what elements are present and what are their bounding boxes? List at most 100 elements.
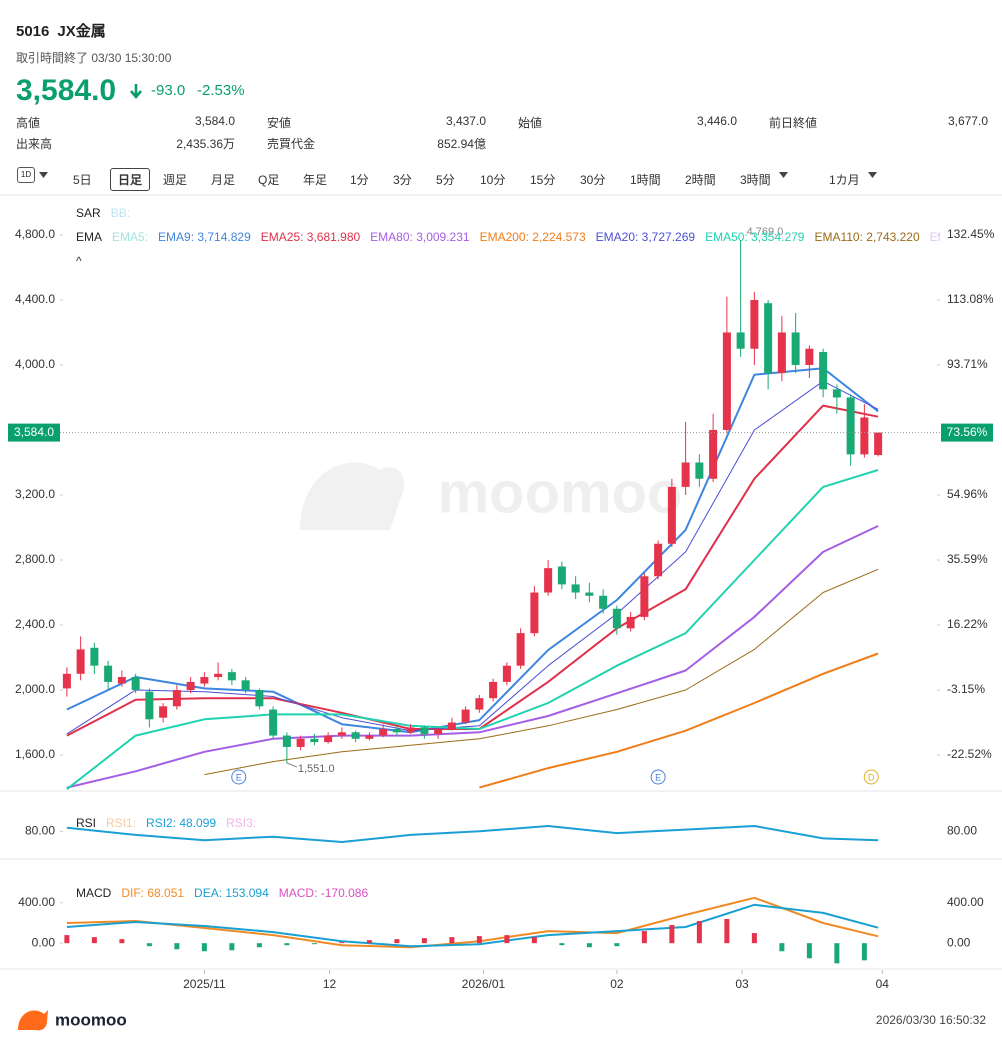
candle-body [200,677,209,684]
y2-tick-label: 93.71% [947,357,988,371]
candle-body [695,462,704,479]
period-button[interactable]: 15分 [530,173,556,187]
interval-icon[interactable]: 1D [17,167,35,183]
macd-bar [421,938,427,944]
y2-tick-label: 54.96% [947,487,988,501]
legend-item: MACD: -170.086 [279,886,369,900]
candle-body [709,429,718,479]
y2-tick-label: 400.00 [947,895,984,909]
candle-body [131,677,140,691]
candle-body [62,673,71,689]
y2-tick-label: -3.15% [947,682,985,696]
period-button[interactable]: 5分 [436,173,455,187]
candle-body [296,738,305,747]
period-button[interactable]: 1時間 [630,173,661,187]
collapse-toggle[interactable]: ^ [76,254,82,268]
y2-tick-label: 35.59% [947,552,988,566]
legend-item: DEA: 153.094 [194,886,269,900]
candle-body [420,727,429,734]
macd-bar [174,943,180,950]
legend-item: EMA25: 3,681.980 [261,230,361,244]
candle-body [447,722,456,730]
macd-bar [394,939,400,944]
stat-value: 3,437.0 [445,114,486,128]
candle-body [819,351,828,390]
legend-item: RSI2: 48.099 [146,816,216,830]
period-button[interactable]: 10分 [480,173,506,187]
candle-body [186,681,195,691]
macd-bar [779,943,785,952]
legend-label: SAR [76,206,101,220]
candle-body [461,709,470,723]
candle-body [626,616,635,629]
y2-tick-label: -22.52% [947,747,992,761]
price-change: -93.0 [151,82,186,99]
macd-bar [229,943,235,951]
y2-tick-label: 132.45% [947,227,995,241]
period-button[interactable]: 5日 [73,173,92,187]
stat-value: 3,584.0 [194,114,235,128]
dropdown-icon[interactable] [39,172,49,179]
down-arrow-icon [130,84,142,100]
legend-label: RSI [76,816,96,830]
price-change-percent: -2.53% [197,82,245,99]
y-tick-label: 80.00 [25,824,55,838]
y-tick-label: 4,400.0 [15,292,55,306]
candle-body [502,665,511,682]
candle-body [736,332,745,349]
candle-body [392,729,401,733]
legend-item: EMA5: [112,230,148,244]
legend-item: EMA200: 2,224.573 [480,230,586,244]
candle-body [846,397,855,455]
candle-body [104,665,113,682]
period-button[interactable]: 1カ月 [829,173,860,187]
stat-label: 始値 [518,116,543,130]
dropdown-icon[interactable] [868,172,878,179]
indicator-line [66,825,879,843]
candle-body [612,608,621,629]
period-button[interactable]: 日足 [110,168,151,191]
period-button[interactable]: Q足 [258,173,280,187]
period-button[interactable]: 2時間 [685,173,716,187]
period-button[interactable]: 年足 [303,173,328,187]
indicator-line [479,652,879,789]
legend-item: EMA20: 3,727.269 [596,230,696,244]
y2-tick-label: 0.00 [947,935,971,949]
last-price-label: 3,584.0 [14,425,54,439]
event-marker [863,769,879,785]
period-button[interactable]: 3分 [393,173,412,187]
stat-label: 高値 [16,116,41,130]
macd-bar [366,940,372,944]
stock-name: JX金属 [57,23,106,40]
event-label: E [236,772,242,782]
market-status: 取引時間終了 03/30 15:30:00 [16,51,172,65]
plot-area: 4,800.0 4,400.0 4,000.0 3,200.0 2,800.0 2,400… [0,226,1002,974]
period-button[interactable]: 1分 [350,173,369,187]
footer-logo [18,1010,48,1031]
legend-item: RSI1: [106,816,136,830]
high-annotation: 4,769.0 [747,226,784,238]
period-button[interactable]: 週足 [163,173,188,187]
event-marker [231,769,247,785]
candle-body [90,647,99,666]
stat-value: 3,677.0 [947,114,988,128]
legend-item: EMA50: 3,354.279 [705,230,805,244]
candle-body [255,690,264,707]
stat-label: 売買代金 [267,137,316,151]
period-button[interactable]: 30分 [580,173,606,187]
macd-bar [641,931,647,944]
candle-body [227,672,236,681]
candle-body [640,576,649,617]
y-tick-label: 4,800.0 [15,227,55,241]
legend-label: EMA [76,230,102,244]
period-button[interactable]: 月足 [211,173,236,187]
y-tick-label: 0.00 [32,935,56,949]
dropdown-icon[interactable] [779,172,789,179]
period-button[interactable]: 3時間 [740,173,771,187]
macd-bar [91,937,97,944]
legend-item: DIF: 68.051 [121,886,184,900]
y-tick-label: 3,200.0 [15,487,55,501]
footer-timestamp: 2026/03/30 16:50:32 [876,1013,986,1027]
stock-code: 5016 [16,23,50,40]
